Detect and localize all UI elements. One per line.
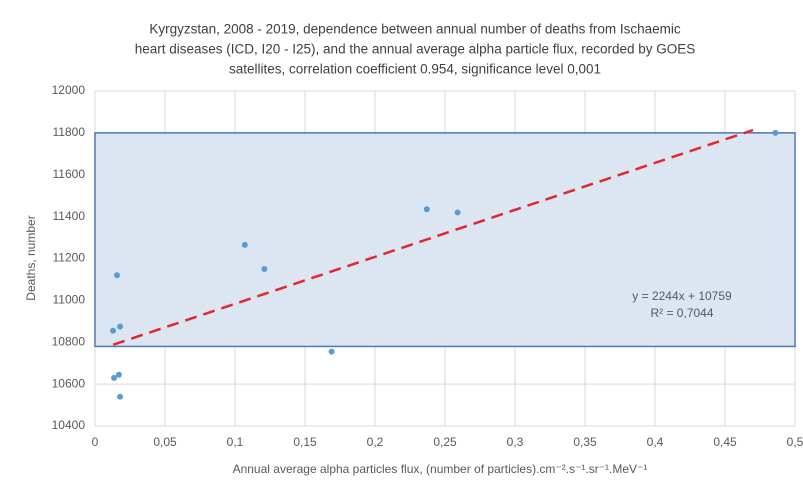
x-tick-label: 0,1 [227,435,244,449]
x-tick-label: 0,3 [507,435,524,449]
y-tick-label: 11600 [53,167,86,181]
point [454,209,461,216]
x-tick-label: 0,15 [293,435,317,449]
point [111,374,118,381]
point [117,393,124,400]
point [328,348,335,355]
y-tick-label: 11800 [53,125,86,139]
x-tick-label: 0,35 [573,435,597,449]
x-tick-label: 0,5 [787,435,803,449]
y-tick-label: 11200 [53,251,86,265]
x-tick-label: 0,05 [153,435,177,449]
chart-title: heart diseases (ICD, I20 - I25), and the… [135,42,696,57]
point [241,241,248,248]
point [115,371,122,378]
point [261,265,268,272]
y-tick-label: 12000 [52,83,86,97]
x-axis-label: Annual average alpha particles flux, (nu… [233,462,648,476]
point [110,327,117,334]
point [113,272,120,279]
y-tick-label: 11000 [53,293,86,307]
chart-title: satellites, correlation coefficient 0.95… [229,62,601,77]
chart-title: Kyrgyzstan, 2008 - 2019, dependence betw… [149,22,681,37]
x-tick-label: 0 [92,435,99,449]
x-tick-label: 0,4 [647,435,664,449]
y-axis-label: Deaths, number [24,215,38,300]
trendline [112,128,754,346]
y-tick-label: 10600 [52,376,86,390]
x-tick-label: 0,45 [713,435,737,449]
trendline-equation: y = 2244x + 10759 [632,289,732,303]
point [772,129,779,136]
trendline-r-squared: R² = 0,7044 [650,306,713,320]
point [117,323,124,330]
point [423,206,430,213]
y-tick-label: 10800 [52,334,86,348]
x-tick-label: 0,25 [433,435,457,449]
y-tick-label: 10400 [52,418,86,432]
x-tick-label: 0,2 [367,435,384,449]
y-tick-label: 11400 [53,209,86,223]
